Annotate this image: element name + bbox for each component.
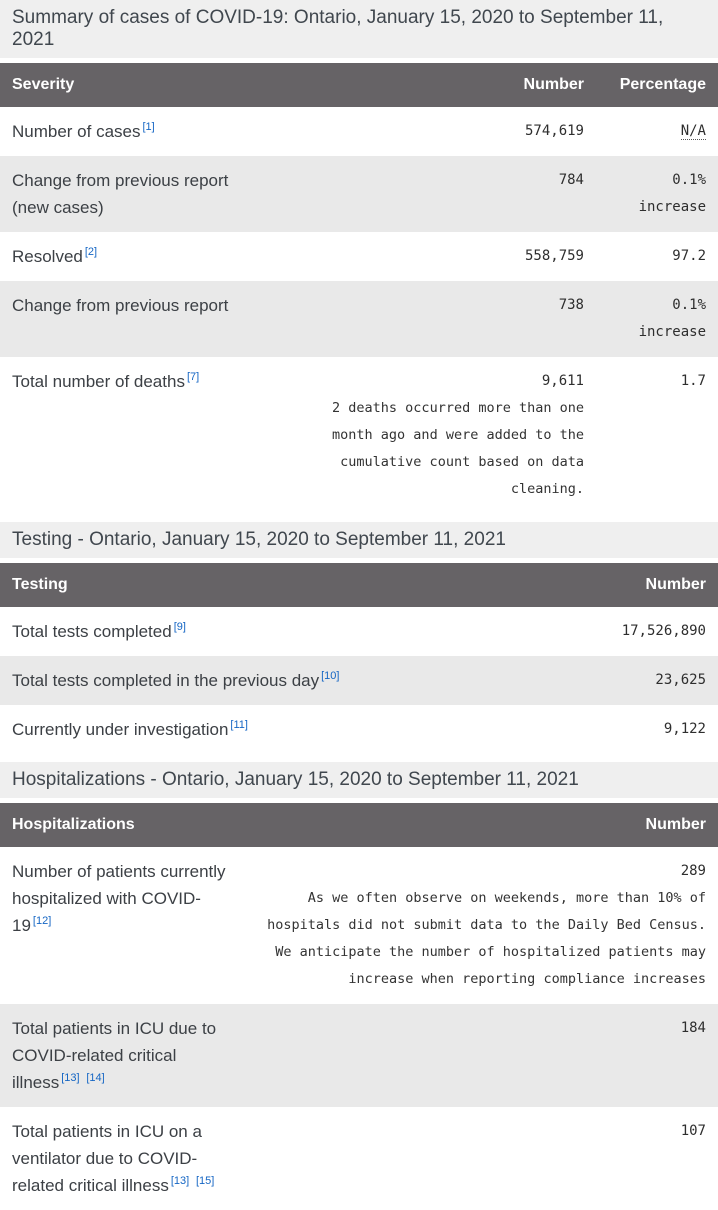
number-cell: 17,526,890: [621, 623, 706, 639]
summary-caption: Summary of cases of COVID-19: Ontario, J…: [0, 0, 718, 58]
testing-table: Testing Number Total tests completed [9] …: [0, 563, 718, 754]
testing-section: Testing - Ontario, January 15, 2020 to S…: [0, 522, 718, 754]
table-row-under-investigation: Currently under investigation [11] 9,122: [0, 705, 718, 754]
footnote-link[interactable]: [13]: [170, 1175, 190, 1188]
col-header-number: Number: [560, 563, 718, 607]
number-cell: 23,625: [560, 656, 718, 705]
col-header-number: Number: [240, 803, 718, 847]
col-header-percentage: Percentage: [596, 63, 718, 107]
hospitalizations-section: Hospitalizations - Ontario, January 15, …: [0, 762, 718, 1210]
col-header-number: Number: [272, 63, 596, 107]
row-label-cell: Change from previous report: [0, 281, 272, 357]
row-label: Number of patients currently hospitalize…: [12, 862, 226, 935]
number-cell: 184: [240, 1004, 718, 1107]
col-header-testing: Testing: [0, 563, 560, 607]
row-label: Resolved: [12, 247, 83, 266]
row-label-cell: Change from previous report (new cases): [0, 156, 272, 232]
number-cell: 784: [272, 156, 596, 232]
hospitalizations-caption: Hospitalizations - Ontario, January 15, …: [0, 762, 718, 798]
table-row-resolved: Resolved [2] 558,759 97.2: [0, 232, 718, 281]
row-label-cell: Resolved [2]: [0, 232, 272, 281]
summary-header-row: Severity Number Percentage: [0, 63, 718, 107]
table-row-change-previous: Change from previous report 738 0.1% inc…: [0, 281, 718, 357]
table-row-total-tests: Total tests completed [9] 17,526,890: [0, 607, 718, 656]
row-label-cell: Total number of deaths [7]: [0, 357, 272, 514]
row-label-cell: Total patients in ICU on a ventilator du…: [0, 1107, 240, 1210]
testing-header-row: Testing Number: [0, 563, 718, 607]
hospitalizations-header-row: Hospitalizations Number: [0, 803, 718, 847]
footnote-link[interactable]: [11]: [230, 719, 248, 732]
table-row-currently-hospitalized: Number of patients currently hospitalize…: [0, 847, 718, 1004]
percentage-cell: N/A: [596, 107, 718, 156]
na-abbr[interactable]: N/A: [680, 123, 706, 140]
table-row-number-of-cases: Number of cases [1] 574,619 N/A: [0, 107, 718, 156]
percentage-cell: 97.2: [672, 248, 706, 264]
number-cell: 558,759: [524, 248, 584, 264]
table-row-tests-previous-day: Total tests completed in the previous da…: [0, 656, 718, 705]
table-row-icu-ventilator: Total patients in ICU on a ventilator du…: [0, 1107, 718, 1210]
hospitalized-note: As we often observe on weekends, more th…: [267, 890, 706, 987]
table-row-total-deaths: Total number of deaths [7] 9,611 2 deaths…: [0, 357, 718, 514]
row-label: Total tests completed in the previous da…: [12, 671, 320, 690]
row-label-cell: Total tests completed in the previous da…: [0, 656, 560, 705]
row-label-cell: Number of cases [1]: [0, 107, 272, 156]
number-cell: 9,122: [663, 721, 706, 737]
row-label: Total tests completed: [12, 622, 172, 641]
footnote-link[interactable]: [14]: [86, 1072, 105, 1085]
footnote-link[interactable]: [1]: [142, 121, 155, 134]
row-label-cell: Total tests completed [9]: [0, 607, 560, 656]
footnote-link[interactable]: [7]: [186, 371, 200, 384]
row-label: Currently under investigation: [12, 720, 229, 739]
footnote-link[interactable]: [13]: [61, 1072, 80, 1085]
table-row-change-new-cases: Change from previous report (new cases) …: [0, 156, 718, 232]
footnote-link[interactable]: [9]: [173, 621, 186, 634]
row-label: Number of cases: [12, 122, 141, 141]
footnote-link[interactable]: [15]: [195, 1175, 215, 1188]
percentage-cell: 0.1% increase: [596, 281, 718, 357]
row-label-cell: Currently under investigation [11]: [0, 705, 560, 754]
summary-table: Severity Number Percentage Number of cas…: [0, 63, 718, 514]
testing-caption: Testing - Ontario, January 15, 2020 to S…: [0, 522, 718, 558]
number-value: 289: [680, 863, 706, 879]
percentage-cell: 1.7: [680, 373, 706, 389]
col-header-hospitalizations: Hospitalizations: [0, 803, 240, 847]
footnote-link[interactable]: [2]: [84, 246, 98, 259]
table-row-icu: Total patients in ICU due to COVID-relat…: [0, 1004, 718, 1107]
number-cell: 107: [680, 1123, 706, 1139]
row-label-cell: Total patients in ICU due to COVID-relat…: [0, 1004, 240, 1107]
row-label: Total patients in ICU due to COVID-relat…: [12, 1019, 217, 1092]
footnote-link[interactable]: [10]: [321, 670, 340, 683]
row-label: Change from previous report (new cases): [12, 171, 229, 217]
row-label-cell: Number of patients currently hospitalize…: [0, 847, 240, 1004]
row-label: Change from previous report: [12, 296, 229, 315]
number-cell: 9,611 2 deaths occurred more than one mo…: [272, 357, 596, 514]
number-cell: 289 As we often observe on weekends, mor…: [240, 847, 718, 1004]
number-value: 9,611: [541, 373, 584, 389]
number-cell: 574,619: [524, 123, 584, 139]
hospitalizations-table: Hospitalizations Number Number of patien…: [0, 803, 718, 1210]
deaths-note: 2 deaths occurred more than one month ag…: [332, 400, 584, 497]
percentage-cell: 0.1% increase: [596, 156, 718, 232]
summary-section: Summary of cases of COVID-19: Ontario, J…: [0, 0, 718, 514]
col-header-severity: Severity: [0, 63, 272, 107]
number-cell: 738: [272, 281, 596, 357]
row-label: Total number of deaths: [12, 372, 185, 391]
footnote-link[interactable]: [12]: [32, 915, 52, 928]
